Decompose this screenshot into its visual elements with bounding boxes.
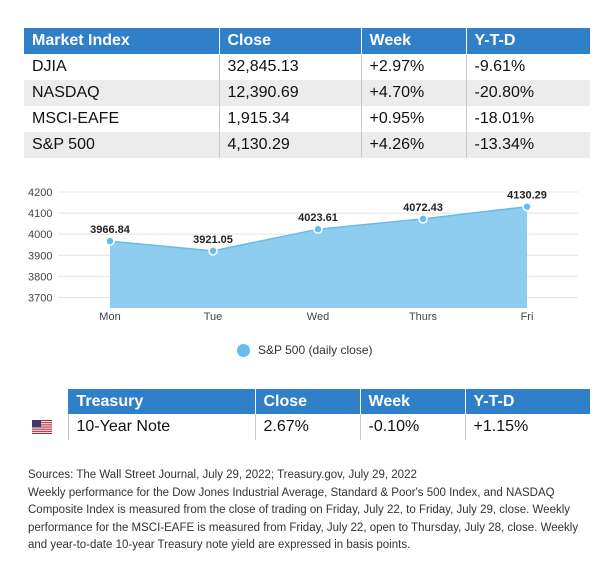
market-table-header-row: Market Index Close Week Y-T-D xyxy=(24,28,590,54)
index-week: +2.97% xyxy=(361,54,467,80)
index-ytd: -20.80% xyxy=(466,80,590,106)
header-treasury: Treasury xyxy=(68,389,256,414)
index-ytd: -13.34% xyxy=(466,132,590,158)
footnotes: Sources: The Wall Street Journal, July 2… xyxy=(28,467,588,555)
index-name: DJIA xyxy=(24,54,220,80)
header-market-index: Market Index xyxy=(24,28,220,54)
treasury-week: -0.10% xyxy=(360,414,466,440)
x-tick-label: Mon xyxy=(99,311,120,323)
x-tick-label: Fri xyxy=(521,311,534,323)
methodology-note: Weekly performance for the Dow Jones Ind… xyxy=(28,486,579,552)
header-week: Week xyxy=(361,28,467,54)
flag-cell xyxy=(24,414,69,440)
data-label: 4023.61 xyxy=(298,212,338,224)
y-tick-label: 4200 xyxy=(28,187,52,199)
series-area xyxy=(110,206,527,308)
data-label: 4072.43 xyxy=(403,202,443,214)
treasury-close: 2.67% xyxy=(255,414,361,440)
index-close: 32,845.13 xyxy=(219,54,362,80)
index-close: 12,390.69 xyxy=(219,80,362,106)
data-label: 4130.29 xyxy=(507,190,547,202)
index-close: 1,915.34 xyxy=(219,106,362,132)
x-tick-label: Tue xyxy=(204,311,223,323)
table-row: NASDAQ 12,390.69 +4.70% -20.80% xyxy=(24,80,590,106)
data-label: 3966.84 xyxy=(90,224,131,236)
header-flag-blank xyxy=(24,389,69,414)
treasury-ytd: +1.15% xyxy=(473,418,529,435)
x-tick-label: Wed xyxy=(307,311,329,323)
index-name: S&P 500 xyxy=(24,132,220,158)
sp500-area-chart: 4200 4100 4000 3900 3800 3700 3966.84 3921.05 40… xyxy=(28,187,578,323)
index-ytd: -9.61% xyxy=(474,58,526,75)
treasury-table-header-row: Treasury Close Week Y-T-D xyxy=(24,389,590,414)
table-row: S&P 500 4,130.29 +4.26% -13.34% xyxy=(24,132,590,158)
data-point xyxy=(418,214,428,224)
treasury-table: Treasury Close Week Y-T-D 10- xyxy=(24,389,590,440)
data-point xyxy=(522,201,532,212)
y-tick-label: 4100 xyxy=(28,208,52,220)
table-row: 10-Year Note 2.67% -0.10% +1.15% xyxy=(24,414,590,440)
chart-legend: S&P 500 (daily close) xyxy=(237,341,373,359)
us-flag-icon xyxy=(32,419,52,434)
legend-label: S&P 500 (daily close) xyxy=(258,343,373,357)
data-point xyxy=(313,224,323,234)
index-week: +4.70% xyxy=(361,80,467,106)
table-row: DJIA 32,845.13 +2.97% -9.61% xyxy=(24,54,590,80)
y-tick-label: 3800 xyxy=(28,271,52,283)
index-ytd: -18.01% xyxy=(474,110,535,127)
index-week: +4.26% xyxy=(361,132,467,158)
index-name: MSCI-EAFE xyxy=(24,106,220,132)
sources-note: Sources: The Wall Street Journal, July 2… xyxy=(28,469,417,481)
legend-marker xyxy=(237,343,250,357)
index-week: +0.95% xyxy=(361,106,467,132)
header-week: Week xyxy=(360,389,466,414)
data-point xyxy=(208,246,218,256)
y-tick-label: 4000 xyxy=(28,229,52,241)
header-close: Close xyxy=(255,389,361,414)
data-point xyxy=(105,236,115,246)
treasury-name: 10-Year Note xyxy=(68,414,256,440)
index-name: NASDAQ xyxy=(24,80,220,106)
header-ytd: Y-T-D xyxy=(465,389,590,414)
header-close: Close xyxy=(219,28,362,54)
y-tick-label: 3900 xyxy=(28,250,52,262)
data-label: 3921.05 xyxy=(193,234,233,246)
y-tick-label: 3700 xyxy=(28,292,52,304)
table-row: MSCI-EAFE 1,915.34 +0.95% -18.01% xyxy=(24,106,590,132)
header-ytd: Y-T-D xyxy=(466,28,590,54)
index-close: 4,130.29 xyxy=(219,132,362,158)
market-index-table: Market Index Close Week Y-T-D DJIA 32,84… xyxy=(24,28,590,158)
x-tick-label: Thurs xyxy=(409,311,438,323)
